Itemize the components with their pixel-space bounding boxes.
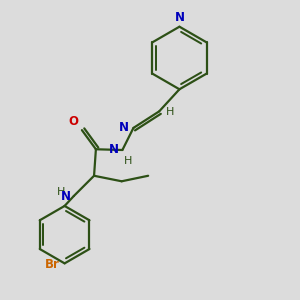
Text: H: H <box>124 155 133 166</box>
Text: H: H <box>166 107 174 117</box>
Text: N: N <box>61 190 71 203</box>
Text: N: N <box>109 143 119 157</box>
Text: H: H <box>57 187 66 197</box>
Text: N: N <box>119 121 129 134</box>
Text: O: O <box>68 115 78 128</box>
Text: N: N <box>174 11 184 24</box>
Text: Br: Br <box>45 258 60 271</box>
